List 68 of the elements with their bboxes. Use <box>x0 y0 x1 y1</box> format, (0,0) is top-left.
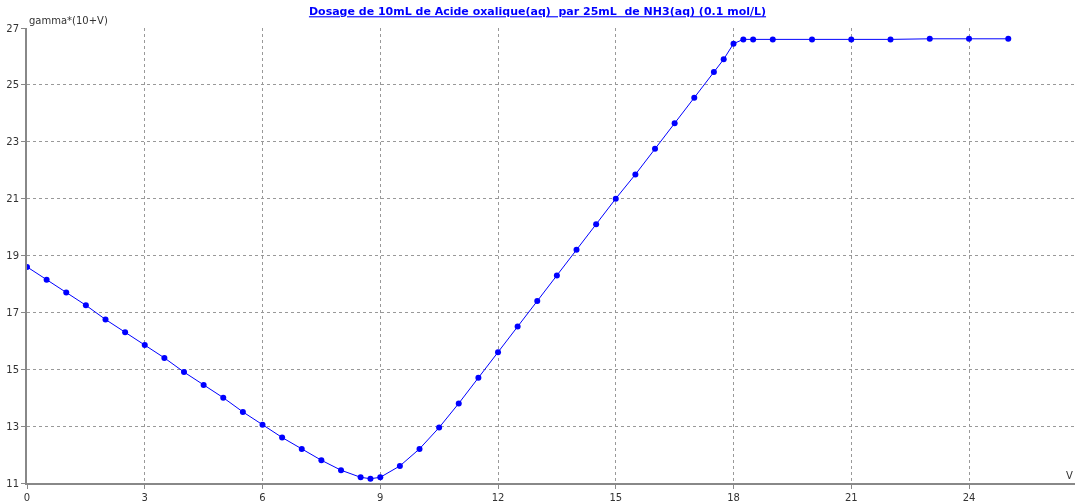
x-tick-label: 24 <box>962 492 976 503</box>
point <box>200 381 207 388</box>
point <box>887 36 894 43</box>
point <box>710 69 717 76</box>
x-tick-label: 0 <box>23 492 31 503</box>
point <box>534 298 541 304</box>
point <box>239 408 246 415</box>
point <box>161 354 168 361</box>
point <box>740 36 747 43</box>
x-axis-title: V <box>1066 470 1073 481</box>
y-tick-label: 21 <box>6 193 19 205</box>
y-tick-label: 27 <box>6 22 19 34</box>
point <box>769 36 776 43</box>
x-tick-label: 3 <box>141 492 148 503</box>
point <box>730 40 737 47</box>
point <box>63 289 70 296</box>
point <box>298 445 305 452</box>
point <box>848 36 855 43</box>
point <box>720 56 727 63</box>
point <box>43 276 50 283</box>
point <box>553 272 560 279</box>
point <box>514 323 521 330</box>
point <box>416 445 423 452</box>
point <box>141 342 148 349</box>
point <box>1005 35 1012 42</box>
point <box>357 474 364 481</box>
y-tick-label: 11 <box>6 477 19 489</box>
x-tick-label: 6 <box>259 492 266 503</box>
point <box>102 316 109 323</box>
point <box>318 457 325 464</box>
x-tick-label: 9 <box>377 492 384 503</box>
y-tick-label: 15 <box>6 363 19 375</box>
point <box>612 195 619 202</box>
point <box>220 394 227 401</box>
point <box>671 120 678 127</box>
x-tick-label: 12 <box>491 492 505 503</box>
point <box>396 462 403 469</box>
point <box>455 400 462 407</box>
y-tick-label: 25 <box>6 79 19 91</box>
point <box>573 246 580 253</box>
point <box>652 145 659 152</box>
point <box>495 349 502 356</box>
y-tick-label: 13 <box>6 420 19 432</box>
point <box>338 467 345 474</box>
point <box>122 329 129 336</box>
x-tick-label: 15 <box>609 492 623 503</box>
point <box>926 35 933 42</box>
point <box>750 36 757 43</box>
y-tick-label: 17 <box>6 306 19 318</box>
y-tick-label: 23 <box>6 136 19 148</box>
point <box>691 94 698 101</box>
y-axis-title: gamma*(10+V) <box>29 15 108 26</box>
point <box>279 434 286 441</box>
point <box>377 474 384 481</box>
point <box>809 36 816 43</box>
point <box>181 369 187 376</box>
point <box>367 475 374 482</box>
x-tick-label: 21 <box>844 492 858 503</box>
point <box>593 221 600 228</box>
y-tick-label: 19 <box>6 250 19 261</box>
point <box>632 171 639 178</box>
point <box>259 421 266 428</box>
chart-title: Dosage de 10mL de Acide oxalique(aq) par 25mL de NH3(aq) (0.1 mol/L) <box>308 5 767 19</box>
point <box>966 35 973 42</box>
point <box>436 424 443 431</box>
x-tick-label: 18 <box>727 492 740 503</box>
point <box>82 302 89 309</box>
point <box>475 374 482 381</box>
